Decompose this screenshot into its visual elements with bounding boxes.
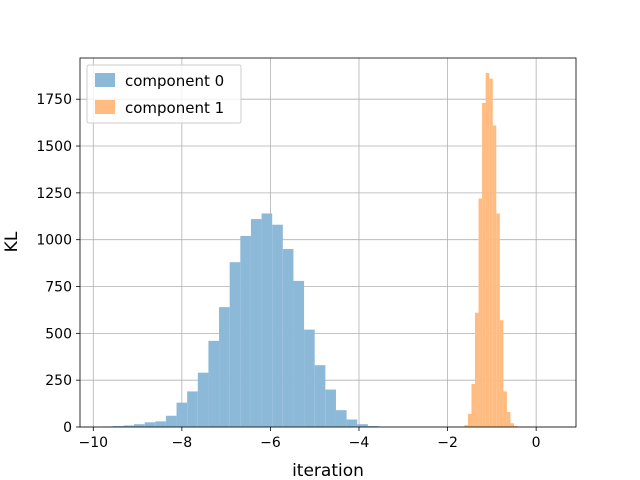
y-axis-label: KL	[2, 231, 22, 252]
histogram-bar-series-0	[240, 235, 251, 427]
histogram-bar-series-1	[514, 426, 518, 427]
histogram-bar-series-0	[229, 262, 241, 427]
histogram-bar-series-0	[293, 280, 305, 427]
legend-label-component-0: component 0	[125, 72, 224, 90]
histogram-bar-series-0	[219, 307, 230, 427]
histogram-bar-series-0	[314, 365, 326, 427]
x-axis-label: iteration	[292, 461, 364, 480]
x-tick-label: −4	[349, 435, 370, 451]
legend-label-component-1: component 1	[125, 99, 224, 117]
histogram-bar-series-0	[123, 425, 135, 427]
x-tick-label: −2	[437, 435, 458, 451]
histogram-bar-series-1	[510, 423, 514, 427]
x-tick-label: −8	[172, 435, 193, 451]
histogram-bar-series-0	[282, 249, 294, 427]
histogram-bar-series-1	[492, 125, 497, 428]
histogram-bar-series-0	[144, 422, 156, 427]
histogram-bar-series-0	[357, 424, 368, 427]
histogram-bar-series-1	[482, 102, 486, 427]
histogram-bar-series-0	[261, 213, 273, 427]
histogram-bar-series-0	[187, 391, 198, 427]
histogram-bar-series-1	[496, 213, 500, 427]
histogram-bar-series-0	[155, 421, 166, 427]
histogram-bar-series-0	[367, 426, 379, 427]
y-tick-label: 750	[45, 280, 72, 296]
histogram-bar-series-1	[464, 425, 468, 427]
y-axis-ticks: 0 250 500 750 1000 1250 1500 1750	[36, 92, 80, 436]
histogram-bar-series-1	[499, 320, 504, 427]
histogram-bar-series-0	[112, 426, 124, 427]
x-tick-label: −10	[79, 435, 109, 451]
histogram-bar-series-1	[489, 78, 493, 427]
y-tick-label: 250	[45, 373, 72, 389]
y-tick-label: 1000	[36, 233, 72, 249]
plot-frame	[79, 57, 577, 428]
legend: component 0 component 1	[86, 64, 242, 124]
y-tick-label: 1250	[36, 186, 72, 202]
x-axis-ticks: −10 −8 −6 −4 −2 0	[79, 427, 541, 451]
histogram-bar-series-0	[134, 424, 145, 427]
legend-swatch-component-1	[95, 100, 115, 114]
histogram-bar-series-1	[475, 312, 479, 427]
x-tick-label: 0	[532, 435, 541, 451]
y-tick-label: 500	[45, 326, 72, 342]
histogram-bar-series-0	[325, 389, 336, 427]
histogram-bar-series-1	[471, 383, 476, 427]
histogram-bar-series-1	[485, 72, 490, 427]
legend-swatch-component-0	[95, 73, 115, 87]
histogram-bar-series-1	[467, 413, 472, 427]
x-tick-label: −6	[260, 435, 281, 451]
histogram-bar-series-1	[503, 391, 507, 427]
histogram-bar-series-0	[335, 410, 347, 427]
y-tick-label: 0	[63, 420, 72, 436]
histogram-bar-series-0	[165, 415, 177, 427]
histogram-bar-series-0	[197, 372, 209, 427]
histogram-bar-series-0	[250, 219, 262, 427]
legend-frame	[86, 64, 242, 124]
histogram-bar-series-0	[346, 419, 358, 427]
histogram-bar-series-0	[304, 329, 315, 427]
histogram-bar-series-1	[478, 198, 483, 427]
histogram-bar-series-0	[272, 224, 283, 427]
y-tick-label: 1750	[36, 92, 72, 108]
histogram-bar-series-0	[176, 402, 188, 427]
histogram-bar-series-0	[208, 340, 220, 427]
histogram-bar-series-1	[506, 412, 511, 427]
histogram-bars	[102, 72, 518, 428]
y-tick-label: 1500	[36, 139, 72, 155]
